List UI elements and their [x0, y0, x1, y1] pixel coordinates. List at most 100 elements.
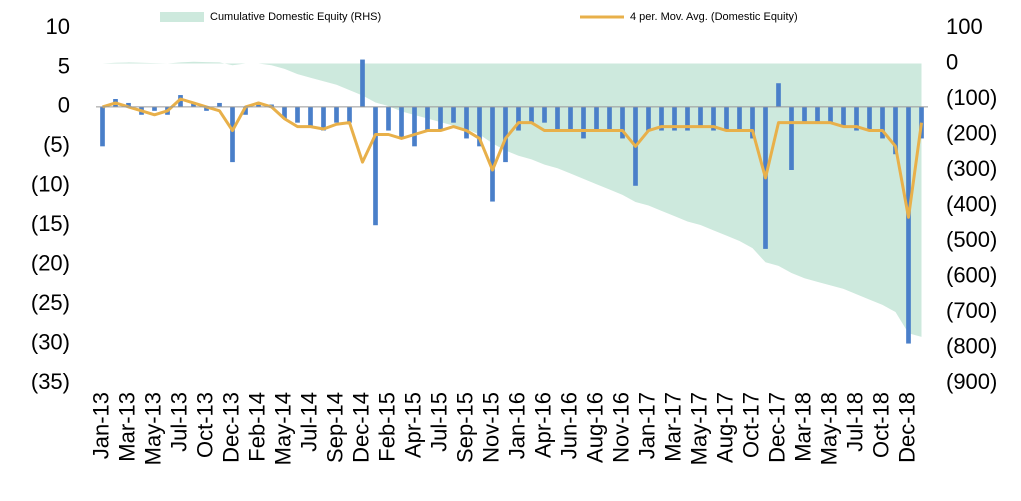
- x-tick-label: Aug-17: [712, 392, 737, 463]
- x-tick-label: Mar-13: [114, 392, 139, 462]
- y-tick-label: 5: [58, 53, 70, 78]
- bar: [217, 102, 222, 107]
- bar: [802, 106, 807, 123]
- x-tick-label: Oct-18: [868, 392, 893, 458]
- y2-tick-label: (900): [946, 369, 997, 394]
- x-tick-label: May-17: [686, 392, 711, 465]
- x-tick-label: Oct-13: [192, 392, 217, 458]
- x-tick-label: Aug-16: [582, 392, 607, 463]
- bar: [880, 106, 885, 139]
- bar: [230, 106, 235, 163]
- line: [102, 97, 923, 219]
- bar: [685, 106, 690, 131]
- bar: [542, 106, 547, 123]
- bar: [659, 106, 664, 131]
- y2-tick-label: (700): [946, 298, 997, 323]
- y2-tick-label: (600): [946, 262, 997, 287]
- legend-swatch: [160, 12, 204, 22]
- x-tick-label: Nov-15: [478, 392, 503, 463]
- bar: [256, 102, 261, 107]
- legend-label: Cumulative Domestic Equity (RHS): [210, 11, 381, 23]
- bar: [854, 106, 859, 131]
- y2-tick-label: (300): [946, 156, 997, 181]
- x-tick-label: Sep-15: [452, 392, 477, 463]
- bar: [529, 106, 534, 123]
- y-tick-label: (25): [31, 290, 70, 315]
- bar: [308, 106, 313, 127]
- bar: [711, 106, 716, 131]
- bar: [789, 106, 794, 170]
- bar: [243, 106, 248, 115]
- x-tick-label: Sep-14: [322, 392, 347, 463]
- y2-tick-label: (500): [946, 227, 997, 252]
- y-tick-label: 0: [58, 93, 70, 118]
- bar: [425, 106, 430, 131]
- x-tick-label: Apr-16: [530, 392, 555, 458]
- x-tick-label: Jan-13: [88, 392, 113, 459]
- y2-tick-label: (400): [946, 191, 997, 216]
- bar: [100, 106, 105, 147]
- x-tick-label: Mar-17: [660, 392, 685, 462]
- bar: [321, 106, 326, 131]
- bar: [334, 106, 339, 123]
- y-tick-label: (35): [31, 369, 70, 394]
- y-tick-label: (15): [31, 211, 70, 236]
- y-tick-label: (10): [31, 172, 70, 197]
- bar: [412, 106, 417, 147]
- bar: [516, 106, 521, 131]
- x-tick-label: Jan-17: [634, 392, 659, 459]
- bar: [451, 106, 456, 123]
- bar: [867, 106, 872, 131]
- bar: [347, 106, 352, 123]
- bar: [737, 106, 742, 131]
- bar: [555, 106, 560, 131]
- bar: [477, 106, 482, 147]
- bar: [607, 106, 612, 131]
- y-tick-label: (30): [31, 329, 70, 354]
- bar: [152, 106, 157, 111]
- bar: [360, 59, 365, 107]
- x-tick-label: Jan-16: [504, 392, 529, 459]
- x-tick-label: May-18: [816, 392, 841, 465]
- bar: [698, 106, 703, 127]
- y2-tick-label: 100: [946, 14, 983, 39]
- x-tick-label: Dec-18: [894, 392, 919, 463]
- bar: [490, 106, 495, 202]
- bar: [776, 83, 781, 107]
- bar: [386, 106, 391, 131]
- x-tick-label: Dec-13: [218, 392, 243, 463]
- y2-tick-label: (100): [946, 85, 997, 110]
- bar: [464, 106, 469, 139]
- x-tick-label: Dec-17: [764, 392, 789, 463]
- bar: [672, 106, 677, 131]
- bar: [828, 106, 833, 123]
- x-tick-label: Dec-14: [348, 392, 373, 463]
- bar: [568, 106, 573, 131]
- bar: [646, 106, 651, 131]
- x-tick-label: May-14: [270, 392, 295, 465]
- y2-tick-label: (800): [946, 333, 997, 358]
- legend-label: 4 per. Mov. Avg. (Domestic Equity): [630, 11, 798, 23]
- bar: [282, 106, 287, 119]
- bar: [126, 102, 131, 107]
- bar: [399, 106, 404, 139]
- x-tick-label: May-13: [140, 392, 165, 465]
- x-tick-label: Jul-15: [426, 392, 451, 452]
- x-tick-label: Feb-15: [374, 392, 399, 462]
- y-tick-label: (20): [31, 250, 70, 275]
- x-tick-label: Jun-16: [556, 392, 581, 459]
- bar: [815, 106, 820, 123]
- x-tick-label: Mar-18: [790, 392, 815, 462]
- bar: [438, 106, 443, 131]
- x-tick-label: Oct-17: [738, 392, 763, 458]
- bar: [204, 106, 209, 111]
- x-tick-label: Apr-15: [400, 392, 425, 458]
- area: [102, 61, 922, 337]
- bar: [724, 106, 729, 131]
- x-tick-label: Jul-13: [166, 392, 191, 452]
- bar: [581, 106, 586, 139]
- bar: [906, 106, 911, 344]
- x-tick-label: Feb-14: [244, 392, 269, 462]
- bar: [620, 106, 625, 139]
